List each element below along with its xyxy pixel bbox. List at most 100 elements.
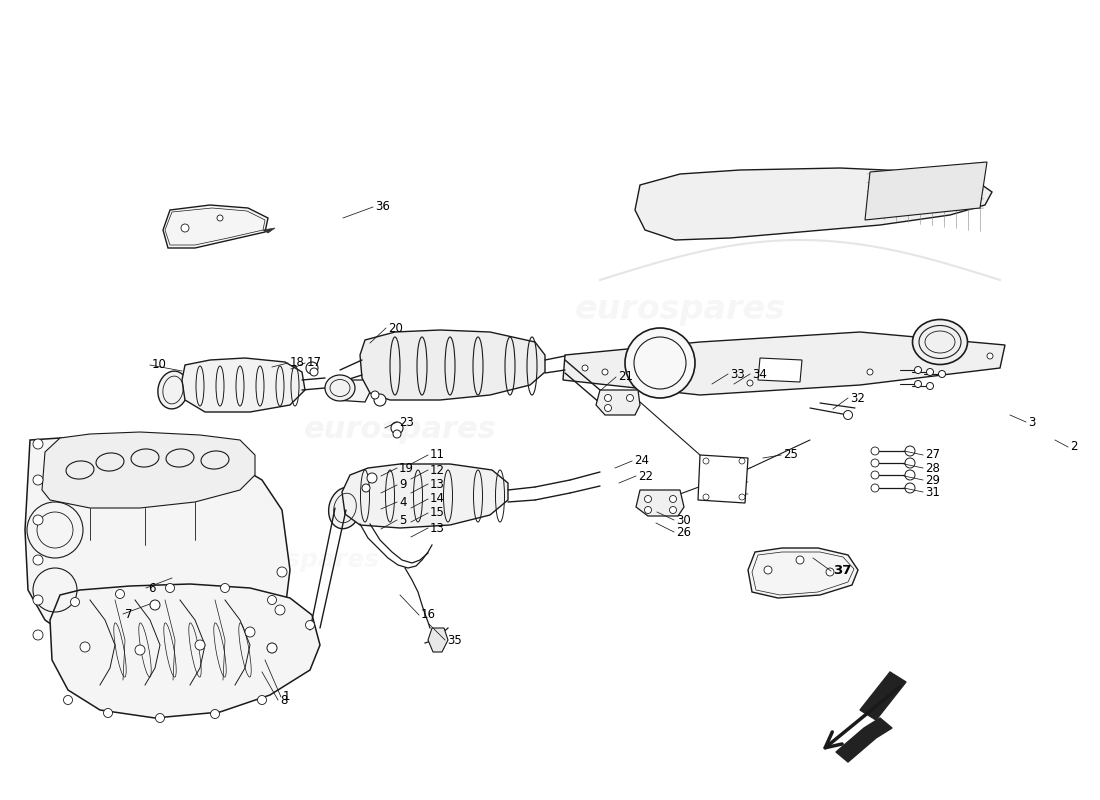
Circle shape — [150, 600, 160, 610]
Circle shape — [33, 475, 43, 485]
Circle shape — [703, 494, 710, 500]
Polygon shape — [758, 358, 802, 382]
Polygon shape — [182, 358, 305, 412]
Circle shape — [739, 458, 745, 464]
Circle shape — [602, 369, 608, 375]
Circle shape — [645, 506, 651, 514]
Text: 18: 18 — [290, 357, 305, 370]
Polygon shape — [635, 168, 992, 240]
Polygon shape — [360, 330, 544, 400]
Polygon shape — [263, 228, 275, 233]
Ellipse shape — [329, 487, 362, 529]
Circle shape — [220, 583, 230, 593]
Polygon shape — [836, 718, 892, 762]
Polygon shape — [326, 380, 370, 402]
Text: 2: 2 — [1070, 441, 1078, 454]
Circle shape — [33, 555, 43, 565]
Circle shape — [905, 470, 915, 480]
Circle shape — [871, 484, 879, 492]
Circle shape — [645, 495, 651, 502]
Circle shape — [914, 381, 922, 387]
Circle shape — [987, 353, 993, 359]
Text: 21: 21 — [618, 370, 632, 383]
Circle shape — [135, 645, 145, 655]
Text: 14: 14 — [430, 493, 446, 506]
Text: 11: 11 — [430, 449, 446, 462]
Circle shape — [605, 405, 612, 411]
Text: 37: 37 — [833, 565, 851, 578]
Circle shape — [390, 422, 403, 434]
Text: 13: 13 — [430, 478, 444, 490]
Polygon shape — [563, 332, 1005, 395]
Circle shape — [582, 365, 588, 371]
Text: 22: 22 — [638, 470, 653, 482]
Text: 23: 23 — [399, 415, 414, 429]
Text: 13: 13 — [430, 522, 444, 534]
Text: 27: 27 — [925, 449, 940, 462]
Circle shape — [33, 439, 43, 449]
Circle shape — [938, 370, 946, 378]
Ellipse shape — [158, 371, 188, 409]
Polygon shape — [42, 432, 255, 508]
Circle shape — [764, 566, 772, 574]
Text: eurospares: eurospares — [221, 548, 380, 572]
Text: 15: 15 — [430, 506, 444, 519]
Circle shape — [267, 595, 276, 605]
Text: 3: 3 — [1028, 415, 1035, 429]
Text: 1: 1 — [283, 690, 290, 703]
Circle shape — [792, 362, 798, 368]
Circle shape — [914, 366, 922, 374]
Circle shape — [703, 458, 710, 464]
Polygon shape — [748, 548, 858, 598]
Circle shape — [625, 328, 695, 398]
Text: 20: 20 — [388, 322, 403, 334]
Text: 4: 4 — [399, 495, 407, 509]
Polygon shape — [860, 672, 906, 720]
Text: 26: 26 — [676, 526, 691, 538]
Circle shape — [257, 695, 266, 705]
Circle shape — [905, 483, 915, 493]
Text: 30: 30 — [676, 514, 691, 526]
Circle shape — [374, 394, 386, 406]
Circle shape — [367, 473, 377, 483]
Text: 16: 16 — [421, 609, 436, 622]
Circle shape — [926, 369, 934, 375]
Circle shape — [871, 471, 879, 479]
Circle shape — [747, 380, 754, 386]
Circle shape — [182, 224, 189, 232]
Polygon shape — [163, 205, 268, 248]
Text: 32: 32 — [850, 391, 865, 405]
Circle shape — [762, 362, 768, 368]
Circle shape — [70, 598, 79, 606]
Circle shape — [670, 495, 676, 502]
Circle shape — [627, 394, 634, 402]
Circle shape — [670, 506, 676, 514]
Polygon shape — [636, 490, 684, 516]
Text: 25: 25 — [783, 449, 798, 462]
Circle shape — [64, 695, 73, 705]
Text: 24: 24 — [634, 454, 649, 467]
Circle shape — [844, 410, 852, 419]
Circle shape — [739, 494, 745, 500]
Circle shape — [306, 362, 318, 374]
Circle shape — [871, 447, 879, 455]
Text: 28: 28 — [925, 462, 939, 474]
Text: 9: 9 — [399, 478, 407, 491]
Text: 6: 6 — [148, 582, 155, 594]
Circle shape — [267, 643, 277, 653]
Ellipse shape — [913, 319, 968, 365]
Circle shape — [33, 595, 43, 605]
Circle shape — [905, 458, 915, 468]
Circle shape — [165, 583, 175, 593]
Circle shape — [762, 372, 768, 378]
Text: 29: 29 — [925, 474, 940, 486]
Circle shape — [217, 215, 223, 221]
Circle shape — [33, 515, 43, 525]
Circle shape — [275, 605, 285, 615]
Circle shape — [871, 459, 879, 467]
Circle shape — [926, 382, 934, 390]
Text: 35: 35 — [447, 634, 462, 646]
Polygon shape — [342, 464, 508, 528]
Text: eurospares: eurospares — [574, 294, 785, 326]
Ellipse shape — [324, 375, 355, 401]
